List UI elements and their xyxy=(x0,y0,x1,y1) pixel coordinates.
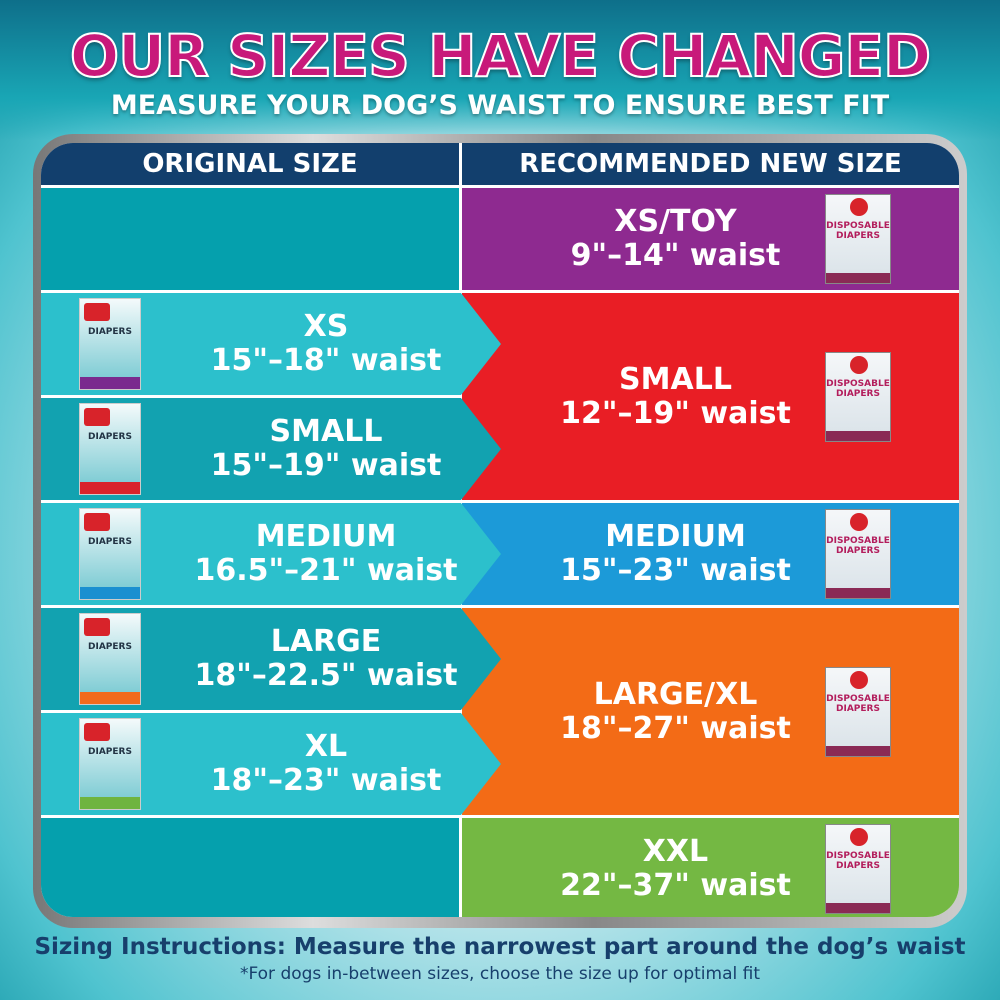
package-band xyxy=(80,797,140,809)
product-package: DISPOSABLE DIAPERS xyxy=(825,824,891,914)
brand-logo xyxy=(850,828,868,846)
sizing-instructions: Sizing Instructions: Measure the narrowe… xyxy=(34,934,966,960)
package-label: DISPOSABLE DIAPERS xyxy=(826,693,890,714)
original-empty-bottom xyxy=(41,818,459,917)
package-label: DIAPERS xyxy=(88,747,132,757)
size-name: LARGE/XL xyxy=(593,676,758,712)
product-package: DIAPERS xyxy=(79,298,141,390)
package-band xyxy=(826,273,890,283)
size-name: MEDIUM xyxy=(255,519,397,554)
package-band xyxy=(826,430,890,441)
size-waist: 15"–18" waist xyxy=(210,343,442,378)
brand-logo xyxy=(850,355,868,374)
package-label: DISPOSABLE DIAPERS xyxy=(826,221,890,241)
package-label: DISPOSABLE DIAPERS xyxy=(826,536,890,556)
brand-logo xyxy=(84,513,110,531)
product-package: DIAPERS xyxy=(79,613,141,705)
header-original: ORIGINAL SIZE xyxy=(41,143,459,185)
brand-logo xyxy=(84,408,110,426)
package-label: DISPOSABLE DIAPERS xyxy=(826,851,890,871)
size-waist: 18"–23" waist xyxy=(210,763,442,798)
package-label: DIAPERS xyxy=(88,537,132,547)
package-band xyxy=(80,587,140,599)
package-label: DIAPERS xyxy=(88,432,132,442)
size-waist: 22"–37" waist xyxy=(560,868,791,903)
size-waist: 15"–23" waist xyxy=(560,553,791,588)
size-name: LARGE xyxy=(270,624,382,659)
package-label: DIAPERS xyxy=(88,642,132,652)
package-band xyxy=(826,903,890,913)
brand-logo xyxy=(850,670,868,689)
brand-logo xyxy=(84,303,110,321)
product-package: DISPOSABLE DIAPERS xyxy=(825,194,891,284)
page-subtitle: MEASURE YOUR DOG’S WAIST TO ENSURE BEST … xyxy=(110,90,890,121)
size-name: SMALL xyxy=(269,414,383,449)
package-label: DISPOSABLE DIAPERS xyxy=(826,378,890,399)
header-recommended: RECOMMENDED NEW SIZE xyxy=(462,143,959,185)
sizing-note: *For dogs in-between sizes, choose the s… xyxy=(239,964,760,984)
product-package: DISPOSABLE DIAPERS xyxy=(825,666,891,757)
brand-logo xyxy=(84,618,110,636)
page-title: OUR SIZES HAVE CHANGED xyxy=(69,21,932,91)
package-band xyxy=(826,745,890,756)
product-package: DISPOSABLE DIAPERS xyxy=(825,509,891,599)
brand-logo xyxy=(850,513,868,531)
package-band xyxy=(80,377,140,389)
package-label: DIAPERS xyxy=(88,327,132,337)
size-waist: 18"–22.5" waist xyxy=(194,658,458,693)
brand-logo xyxy=(84,723,110,741)
size-name: XL xyxy=(304,729,348,764)
size-waist: 9"–14" waist xyxy=(570,238,781,273)
package-band xyxy=(826,588,890,598)
size-name: XS xyxy=(303,309,349,344)
size-waist: 16.5"–21" waist xyxy=(194,553,458,588)
product-package: DISPOSABLE DIAPERS xyxy=(825,351,891,442)
size-name: MEDIUM xyxy=(605,519,746,554)
brand-logo xyxy=(850,198,868,216)
product-package: DIAPERS xyxy=(79,403,141,495)
package-band xyxy=(80,482,140,494)
top-banner xyxy=(0,0,1000,140)
size-name: XS/TOY xyxy=(614,204,737,239)
size-name: XXL xyxy=(642,834,709,869)
size-waist: 12"–19" waist xyxy=(560,395,791,431)
size-name: SMALL xyxy=(619,361,732,397)
size-waist: 18"–27" waist xyxy=(560,710,791,746)
original-empty-top xyxy=(41,188,459,290)
package-band xyxy=(80,692,140,704)
size-waist: 15"–19" waist xyxy=(210,448,442,483)
product-package: DIAPERS xyxy=(79,508,141,600)
size-table: ORIGINAL SIZE RECOMMENDED NEW SIZE XS/TO… xyxy=(41,143,959,917)
product-package: DIAPERS xyxy=(79,718,141,810)
